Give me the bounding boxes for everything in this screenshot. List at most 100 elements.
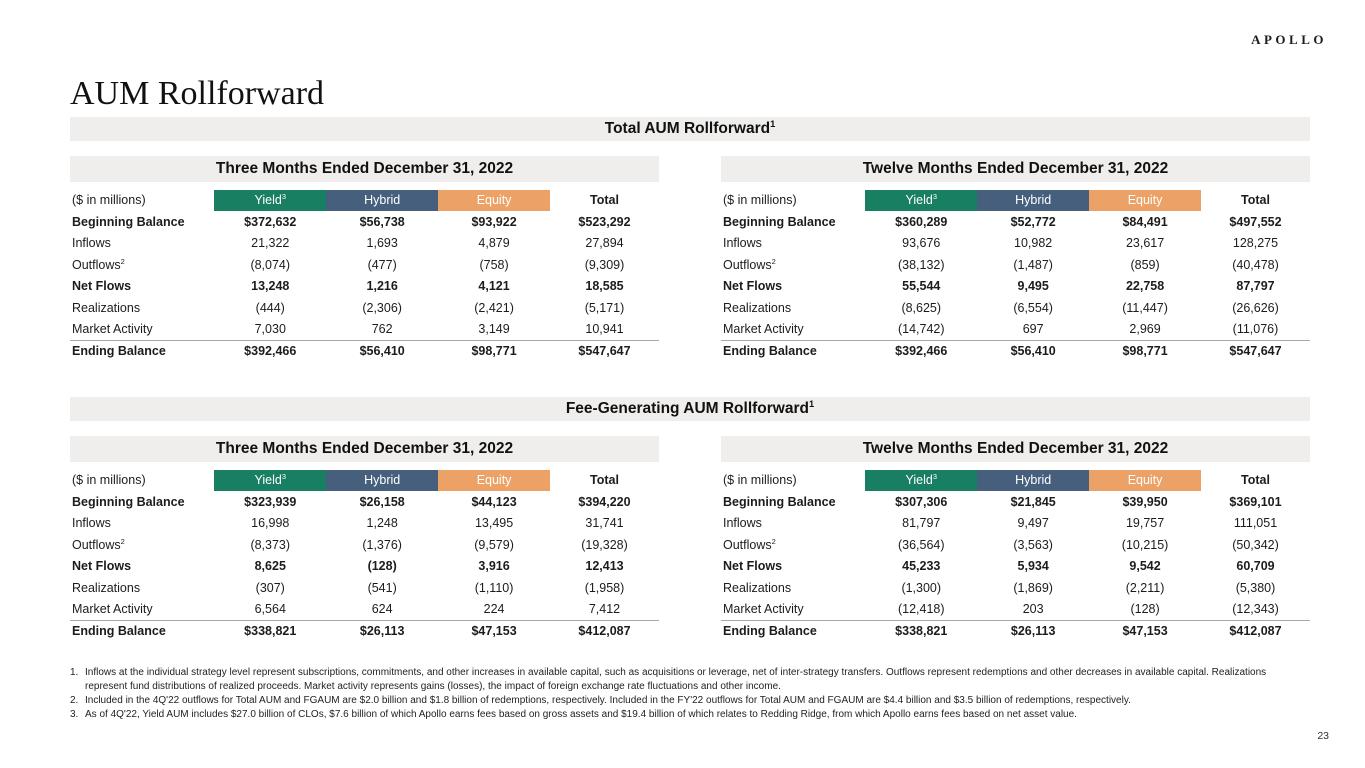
- table-fgaum-three-months: Three Months Ended December 31, 2022 ($ …: [70, 436, 659, 643]
- row-label: Beginning Balance: [72, 495, 185, 509]
- cell-value: (1,376): [362, 537, 402, 552]
- column-header-total: Total: [590, 193, 619, 207]
- cell-value: $44,123: [471, 495, 517, 509]
- table-row: Outflows2 (8,373) (1,376) (9,579) (19,328): [70, 535, 659, 556]
- cell-value: 203: [1022, 601, 1044, 616]
- cell-value: $392,466: [895, 344, 948, 359]
- cell-value: 12,413: [585, 559, 624, 574]
- table-row: Inflows 16,998 1,248 13,495 31,741: [70, 513, 659, 534]
- table-row: Market Activity (14,742) 697 2,969 (11,076): [721, 319, 1310, 340]
- footnote-text: As of 4Q'22, Yield AUM includes $27.0 bi…: [85, 709, 1077, 720]
- cell-value: 2,969: [1129, 321, 1161, 336]
- cell-value: $412,087: [1229, 624, 1282, 639]
- column-header-yield: Yield3: [865, 190, 978, 211]
- cell-value: $56,410: [359, 344, 405, 359]
- cell-value: $338,821: [895, 624, 948, 639]
- column-header-total: Total: [1241, 193, 1270, 207]
- table-row: Inflows 81,797 9,497 19,757 111,051: [721, 513, 1310, 534]
- row-label: Realizations: [72, 580, 141, 595]
- cell-value: (11,076): [1232, 321, 1279, 336]
- cell-value: (2,421): [474, 300, 514, 315]
- table-body: Beginning Balance $372,632 $56,738 $93,922 $…: [70, 212, 659, 363]
- cell-value: (38,132): [897, 257, 945, 272]
- cell-value: (8,625): [901, 300, 942, 315]
- cell-value: 1,216: [366, 279, 398, 294]
- table-row: Net Flows 13,248 1,216 4,121 18,585: [70, 276, 659, 297]
- row-label: Outflows2: [72, 256, 125, 272]
- section-title: Total AUM Rollforward: [604, 120, 771, 137]
- table-row: Market Activity 7,030 762 3,149 10,941: [70, 319, 659, 340]
- cell-value: 18,585: [585, 279, 624, 294]
- table-body: Beginning Balance $360,289 $52,772 $84,491 $…: [721, 212, 1310, 363]
- row-label: Market Activity: [723, 601, 804, 616]
- column-header-equity: Equity: [1089, 470, 1202, 491]
- table-period-header: Three Months Ended December 31, 2022: [70, 156, 659, 182]
- total-aum-tables: Three Months Ended December 31, 2022 ($ …: [70, 156, 1310, 363]
- row-label: Beginning Balance: [723, 495, 836, 509]
- row-label: Outflows2: [723, 256, 776, 272]
- column-header-yield: Yield3: [214, 190, 327, 211]
- cell-value: 4,879: [478, 236, 510, 251]
- footnote: 1. Inflows at the individual strategy le…: [70, 666, 1308, 694]
- units-label: ($ in millions): [723, 473, 797, 487]
- row-label: Inflows: [723, 236, 762, 251]
- cell-value: $307,306: [895, 495, 948, 509]
- cell-value: $392,466: [244, 344, 297, 359]
- cell-value: 81,797: [902, 516, 941, 531]
- table-row: Inflows 21,322 1,693 4,879 27,894: [70, 233, 659, 254]
- cell-value: $547,647: [578, 344, 631, 359]
- cell-value: $47,153: [471, 624, 517, 639]
- cell-value: (11,447): [1122, 300, 1168, 315]
- cell-value: (2,211): [1125, 580, 1165, 595]
- table-body: Beginning Balance $307,306 $21,845 $39,950 $…: [721, 492, 1310, 643]
- table-row: Beginning Balance $360,289 $52,772 $84,491 $…: [721, 212, 1310, 233]
- cell-value: (307): [255, 580, 285, 595]
- cell-value: 13,248: [251, 279, 290, 294]
- footnote: 2. Included in the 4Q'22 outflows for To…: [70, 694, 1308, 708]
- table-row: Ending Balance $338,821 $26,113 $47,153 $412…: [721, 620, 1310, 642]
- column-header-equity: Equity: [438, 190, 551, 211]
- table-total-aum-twelve-months: Twelve Months Ended December 31, 2022 ($…: [721, 156, 1310, 363]
- row-label: Inflows: [72, 516, 111, 531]
- cell-value: (541): [367, 580, 397, 595]
- cell-value: $412,087: [578, 624, 631, 639]
- cell-value: $56,410: [1010, 344, 1056, 359]
- apollo-logo: APOLLO: [1251, 32, 1327, 47]
- table-fgaum-twelve-months: Twelve Months Ended December 31, 2022 ($…: [721, 436, 1310, 643]
- section-header-fee-generating-aum: Fee-Generating AUM Rollforward1: [70, 397, 1310, 421]
- table-row: Realizations (8,625) (6,554) (11,447) (26,62…: [721, 298, 1310, 319]
- cell-value: (5,380): [1235, 580, 1276, 595]
- table-row: Net Flows 55,544 9,495 22,758 87,797: [721, 276, 1310, 297]
- row-label: Ending Balance: [723, 624, 817, 639]
- cell-value: (1,487): [1013, 257, 1053, 272]
- cell-value: 93,676: [902, 236, 941, 251]
- cell-value: (9,579): [474, 537, 514, 552]
- table-row: Beginning Balance $372,632 $56,738 $93,922 $…: [70, 212, 659, 233]
- cell-value: $323,939: [244, 495, 297, 509]
- cell-value: 27,894: [585, 236, 624, 251]
- cell-value: (14,742): [897, 321, 945, 336]
- cell-value: $26,113: [359, 624, 405, 639]
- table-row: Inflows 93,676 10,982 23,617 128,275: [721, 233, 1310, 254]
- cell-value: (40,478): [1232, 257, 1279, 272]
- cell-value: $21,845: [1010, 495, 1056, 509]
- cell-value: (12,418): [897, 601, 945, 616]
- column-header-hybrid: Hybrid: [326, 190, 439, 211]
- cell-value: 4,121: [478, 279, 510, 294]
- cell-value: 87,797: [1236, 279, 1275, 294]
- cell-value: 9,542: [1129, 559, 1161, 574]
- cell-value: (1,869): [1013, 580, 1053, 595]
- cell-value: (128): [367, 559, 397, 574]
- footnote-ref: 2: [771, 536, 776, 546]
- cell-value: (10,215): [1121, 537, 1169, 552]
- column-header-label: Yield: [254, 193, 282, 207]
- cell-value: 55,544: [902, 279, 941, 294]
- cell-value: 9,497: [1017, 516, 1049, 531]
- footnote-ref: 1: [808, 398, 815, 409]
- cell-value: 7,030: [254, 321, 286, 336]
- footnote-text: Included in the 4Q'22 outflows for Total…: [85, 695, 1131, 706]
- table-row: Realizations (1,300) (1,869) (2,211) (5,380): [721, 578, 1310, 599]
- column-header-equity: Equity: [438, 470, 551, 491]
- cell-value: $497,552: [1229, 215, 1282, 229]
- table-row: Beginning Balance $307,306 $21,845 $39,950 $…: [721, 492, 1310, 513]
